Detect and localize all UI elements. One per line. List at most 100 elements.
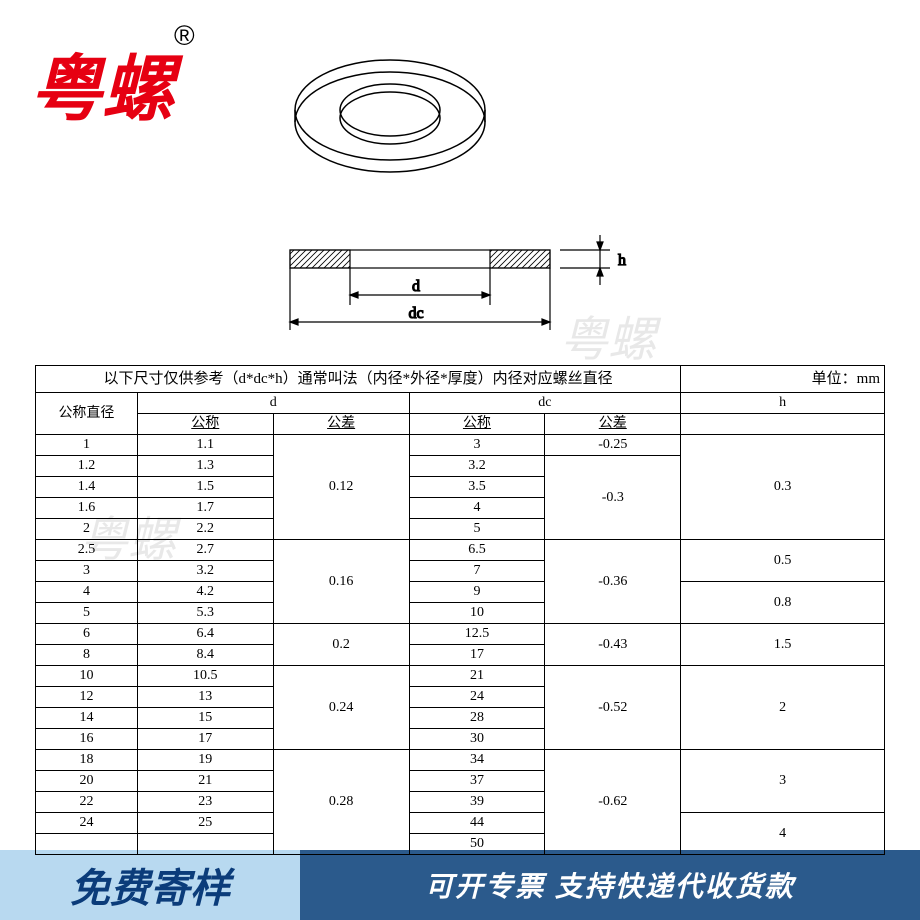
cell-dc-tol: -0.3 xyxy=(545,456,681,540)
cell-dc-nom: 5 xyxy=(409,519,545,540)
cell-dc-tol: -0.25 xyxy=(545,435,681,456)
spec-table: 以下尺寸仅供参考（d*dc*h）通常叫法（内径*外径*厚度）内径对应螺丝直径单位… xyxy=(35,365,885,855)
col-dc-nom: 公称 xyxy=(409,414,545,435)
col-d-nom: 公称 xyxy=(137,414,273,435)
cell-dc-nom: 7 xyxy=(409,561,545,582)
cell-dc-nom: 28 xyxy=(409,708,545,729)
cell-dc-nom: 3.5 xyxy=(409,477,545,498)
cell-nom: 4 xyxy=(36,582,138,603)
cell-h: 3 xyxy=(681,750,885,813)
cell-dc-nom: 10 xyxy=(409,603,545,624)
col-nominal-dia: 公称直径 xyxy=(36,393,138,435)
cell-nom: 14 xyxy=(36,708,138,729)
cell-d-nom: 21 xyxy=(137,771,273,792)
cell-nom: 5 xyxy=(36,603,138,624)
cell-h: 0.5 xyxy=(681,540,885,582)
cell-d-nom xyxy=(137,834,273,855)
cell-dc-nom: 37 xyxy=(409,771,545,792)
unit-label: 单位：mm xyxy=(681,366,885,393)
dim-d-label: d xyxy=(412,278,420,295)
cell-nom: 2.5 xyxy=(36,540,138,561)
cell-d-nom: 19 xyxy=(137,750,273,771)
cell-dc-nom: 44 xyxy=(409,813,545,834)
col-h: h xyxy=(681,393,885,414)
registered-icon: ® xyxy=(174,20,195,51)
cell-h: 0.8 xyxy=(681,582,885,624)
dim-h-label: h xyxy=(618,252,626,269)
cell-d-nom: 25 xyxy=(137,813,273,834)
cell-dc-nom: 6.5 xyxy=(409,540,545,561)
cell-h: 0.3 xyxy=(681,435,885,540)
footer-bar: 免费寄样 可开专票 支持快递代收货款 xyxy=(0,850,920,920)
cell-dc-nom: 9 xyxy=(409,582,545,603)
cell-d-tol: 0.28 xyxy=(273,750,409,855)
cell-nom: 16 xyxy=(36,729,138,750)
cell-d-nom: 23 xyxy=(137,792,273,813)
cell-nom: 22 xyxy=(36,792,138,813)
cell-nom: 8 xyxy=(36,645,138,666)
cell-nom: 2 xyxy=(36,519,138,540)
cell-dc-nom: 50 xyxy=(409,834,545,855)
cell-d-nom: 10.5 xyxy=(137,666,273,687)
cell-d-nom: 1.5 xyxy=(137,477,273,498)
table-row: 66.40.212.5-0.431.5 xyxy=(36,624,885,645)
cell-nom: 1.2 xyxy=(36,456,138,477)
cell-nom xyxy=(36,834,138,855)
cell-dc-tol: -0.36 xyxy=(545,540,681,624)
cell-dc-nom: 21 xyxy=(409,666,545,687)
washer-diagram: d dc h xyxy=(260,30,680,350)
cell-nom: 20 xyxy=(36,771,138,792)
cell-dc-nom: 4 xyxy=(409,498,545,519)
cell-dc-nom: 24 xyxy=(409,687,545,708)
footer-right-text: 可开专票 支持快递代收货款 xyxy=(300,850,920,920)
cell-d-tol: 0.2 xyxy=(273,624,409,666)
cell-nom: 1.4 xyxy=(36,477,138,498)
cell-dc-nom: 30 xyxy=(409,729,545,750)
cell-d-nom: 5.3 xyxy=(137,603,273,624)
cell-nom: 6 xyxy=(36,624,138,645)
cell-d-nom: 1.3 xyxy=(137,456,273,477)
cell-d-nom: 1.7 xyxy=(137,498,273,519)
cell-h: 4 xyxy=(681,813,885,855)
cell-d-nom: 2.2 xyxy=(137,519,273,540)
cell-dc-tol: -0.62 xyxy=(545,750,681,855)
cell-d-nom: 6.4 xyxy=(137,624,273,645)
cell-h: 2 xyxy=(681,666,885,750)
cell-dc-tol: -0.43 xyxy=(545,624,681,666)
cell-d-nom: 3.2 xyxy=(137,561,273,582)
col-dc-tol: 公差 xyxy=(545,414,681,435)
cell-d-nom: 2.7 xyxy=(137,540,273,561)
cell-d-nom: 4.2 xyxy=(137,582,273,603)
cell-dc-nom: 34 xyxy=(409,750,545,771)
cell-d-tol: 0.12 xyxy=(273,435,409,540)
cell-d-nom: 8.4 xyxy=(137,645,273,666)
footer-left-text: 免费寄样 xyxy=(0,850,300,920)
cell-nom: 3 xyxy=(36,561,138,582)
table-row: 1010.50.2421-0.522 xyxy=(36,666,885,687)
table-row: 2.52.70.166.5-0.360.5 xyxy=(36,540,885,561)
table-row: 18190.2834-0.623 xyxy=(36,750,885,771)
cell-nom: 1.6 xyxy=(36,498,138,519)
cell-dc-tol: -0.52 xyxy=(545,666,681,750)
cell-dc-nom: 17 xyxy=(409,645,545,666)
cell-nom: 12 xyxy=(36,687,138,708)
cell-nom: 10 xyxy=(36,666,138,687)
cell-dc-nom: 3.2 xyxy=(409,456,545,477)
cell-d-tol: 0.24 xyxy=(273,666,409,750)
cell-nom: 24 xyxy=(36,813,138,834)
cell-nom: 1 xyxy=(36,435,138,456)
cell-d-nom: 13 xyxy=(137,687,273,708)
dim-dc-label: dc xyxy=(408,305,423,322)
cell-dc-nom: 12.5 xyxy=(409,624,545,645)
col-dc: dc xyxy=(409,393,681,414)
cell-d-nom: 15 xyxy=(137,708,273,729)
cell-nom: 18 xyxy=(36,750,138,771)
cell-d-nom: 17 xyxy=(137,729,273,750)
table-row: 11.10.123-0.250.3 xyxy=(36,435,885,456)
table-row: 44.290.8 xyxy=(36,582,885,603)
col-d-tol: 公差 xyxy=(273,414,409,435)
cell-dc-nom: 39 xyxy=(409,792,545,813)
cell-d-tol: 0.16 xyxy=(273,540,409,624)
cell-dc-nom: 3 xyxy=(409,435,545,456)
cell-h: 1.5 xyxy=(681,624,885,666)
